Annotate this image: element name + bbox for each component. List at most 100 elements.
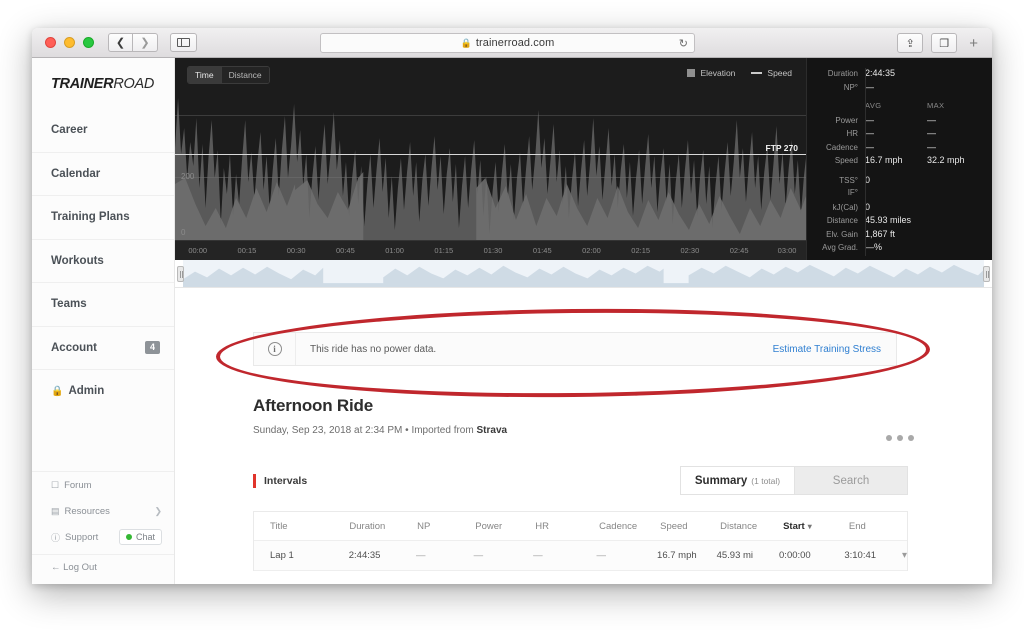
sidebar-item-admin[interactable]: 🔒 Admin: [32, 369, 174, 413]
x-axis-mode-toggle[interactable]: Time Distance: [187, 66, 270, 84]
share-button[interactable]: ⇪: [897, 33, 924, 53]
tab-search[interactable]: Search: [794, 466, 908, 495]
column-header-power[interactable]: Power: [475, 520, 503, 532]
stat-label: TSS°: [839, 175, 858, 185]
sidebar-item-career[interactable]: Career: [32, 108, 174, 152]
browser-titlebar: ❮ ❯ 🔒 trainerroad.com ↻ ⇪ ❐ +: [32, 28, 992, 58]
forum-icon: ☐: [51, 479, 60, 490]
tab-summary[interactable]: Summary (1 total): [680, 466, 794, 495]
dot: [886, 435, 892, 441]
stat-avg: —: [865, 141, 874, 152]
chart-range-scrubber[interactable]: [175, 260, 992, 288]
stat-value: 0: [865, 174, 871, 185]
column-header-cadence[interactable]: Cadence: [599, 520, 638, 532]
back-button[interactable]: ❮: [108, 33, 133, 52]
sidebar-toggle-button[interactable]: [170, 33, 197, 52]
new-tab-button[interactable]: +: [969, 34, 978, 52]
table-row[interactable]: Lap 1 2:44:35 — — — — 16.7 mph 45.93 mi …: [254, 541, 907, 571]
stat-label: IF°: [847, 188, 858, 197]
stat-label: Cadence: [825, 142, 858, 152]
sidebar-support-group: ⓘ Support: [51, 531, 98, 544]
elevation-series-path: [175, 172, 806, 240]
sidebar-item-teams[interactable]: Teams: [32, 282, 174, 326]
sidebar-item-support[interactable]: ⓘ Support Chat: [32, 524, 174, 550]
more-options-icon[interactable]: [886, 435, 914, 441]
sidebar-toggle-icon: [177, 38, 190, 47]
stat-max: 32.2 mph: [927, 155, 965, 165]
toggle-time[interactable]: Time: [188, 67, 221, 83]
trainerroad-logo[interactable]: TRAINERROAD: [32, 58, 174, 108]
stat-value: 0: [865, 201, 871, 212]
page-viewport: TRAINERROAD Career Calendar Training Pla…: [32, 58, 992, 584]
legend-label: Speed: [767, 68, 792, 78]
sidebar-item-label: Calendar: [51, 167, 101, 180]
reload-icon[interactable]: ↻: [678, 37, 688, 50]
column-header-distance[interactable]: Distance: [720, 520, 758, 532]
gridline-upper: [175, 115, 806, 116]
column-header-hr[interactable]: HR: [535, 520, 549, 532]
sidebar-item-calendar[interactable]: Calendar: [32, 151, 174, 196]
stat-row-speed: Speed 16.7 mph 32.2 mph: [807, 155, 984, 169]
stat-label: Duration: [827, 69, 858, 78]
browser-toolbar-right: ⇪ ❐ +: [897, 33, 982, 53]
sidebar-item-forum[interactable]: ☐ Forum: [32, 472, 174, 498]
estimate-training-stress-link[interactable]: Estimate Training Stress: [772, 343, 881, 355]
minimize-window-button[interactable]: [64, 37, 75, 48]
x-axis-tick: 02:15: [631, 246, 651, 255]
sidebar-nav: Career Calendar Training Plans Workouts …: [32, 108, 174, 413]
stat-row-duration: Duration 2:44:35: [807, 68, 984, 82]
y-axis-tick-0: 0: [181, 228, 186, 237]
table-header-row: Title Duration NP Power HR Cadence Speed…: [254, 512, 907, 541]
x-axis-tick: 00:15: [237, 246, 257, 255]
close-window-button[interactable]: [45, 37, 56, 48]
forward-button[interactable]: ❯: [133, 33, 158, 52]
row-expand-button[interactable]: ▾: [902, 550, 907, 561]
ride-details-content: i This ride has no power data. Estimate …: [175, 332, 992, 571]
x-axis-tick: 01:15: [434, 246, 454, 255]
stat-col-max: MAX: [927, 101, 945, 110]
ftp-threshold-line: [175, 154, 806, 155]
subtitle-separator: •: [405, 425, 409, 436]
scrubber-handle-left[interactable]: [177, 266, 184, 282]
sidebar-item-account[interactable]: Account 4: [32, 325, 174, 370]
chart-canvas: FTP 270 200 0: [175, 58, 806, 240]
chart-legend: Elevation Speed: [687, 68, 792, 78]
x-axis-tick: 00:45: [335, 246, 355, 255]
navigation-buttons[interactable]: ❮ ❯: [108, 33, 158, 52]
window-controls[interactable]: [45, 37, 94, 48]
stat-label: Elv. Gain: [826, 229, 858, 239]
chart-plot-area[interactable]: Time Distance Elevation Speed: [175, 58, 806, 260]
stat-max: —: [927, 128, 936, 138]
intervals-label: Intervals: [264, 474, 308, 487]
sidebar-item-logout[interactable]: ← Log Out: [32, 554, 174, 580]
url-text: trainerroad.com: [475, 37, 555, 49]
intervals-tabs: Summary (1 total) Search: [680, 466, 908, 495]
column-header-duration[interactable]: Duration: [349, 520, 386, 532]
chat-button[interactable]: Chat: [118, 529, 162, 545]
sidebar-item-admin-group: 🔒 Admin: [51, 385, 104, 397]
maximize-window-button[interactable]: [83, 37, 94, 48]
ftp-label: FTP 270: [765, 143, 798, 153]
sidebar-item-training-plans[interactable]: Training Plans: [32, 195, 174, 239]
toggle-distance[interactable]: Distance: [220, 67, 269, 83]
column-header-end[interactable]: End: [848, 520, 866, 532]
legend-speed[interactable]: Speed: [751, 68, 792, 78]
legend-elevation[interactable]: Elevation: [687, 68, 735, 78]
imported-prefix: Imported from: [411, 425, 474, 436]
logo-bold-text: TRAINER: [51, 76, 114, 92]
address-bar[interactable]: 🔒 trainerroad.com ↻: [320, 33, 695, 53]
column-header-speed[interactable]: Speed: [660, 520, 688, 532]
show-tabs-button[interactable]: ❐: [931, 33, 958, 53]
sidebar-item-label: Teams: [51, 298, 87, 311]
scrubber-handle-right[interactable]: [983, 266, 990, 282]
column-header-np[interactable]: NP: [417, 520, 431, 532]
column-header-title[interactable]: Title: [270, 520, 288, 532]
scrubber-track[interactable]: [183, 260, 984, 287]
x-axis-tick: 03:00: [777, 246, 797, 255]
column-header-start[interactable]: Start ▾: [783, 521, 849, 532]
sidebar-item-resources[interactable]: ▤ Resources ❯: [32, 498, 174, 524]
stat-value: 45.93 miles: [865, 215, 912, 225]
sidebar-item-label: Training Plans: [51, 211, 130, 224]
sidebar-item-workouts[interactable]: Workouts: [32, 238, 174, 283]
cell-hr: —: [533, 550, 543, 561]
